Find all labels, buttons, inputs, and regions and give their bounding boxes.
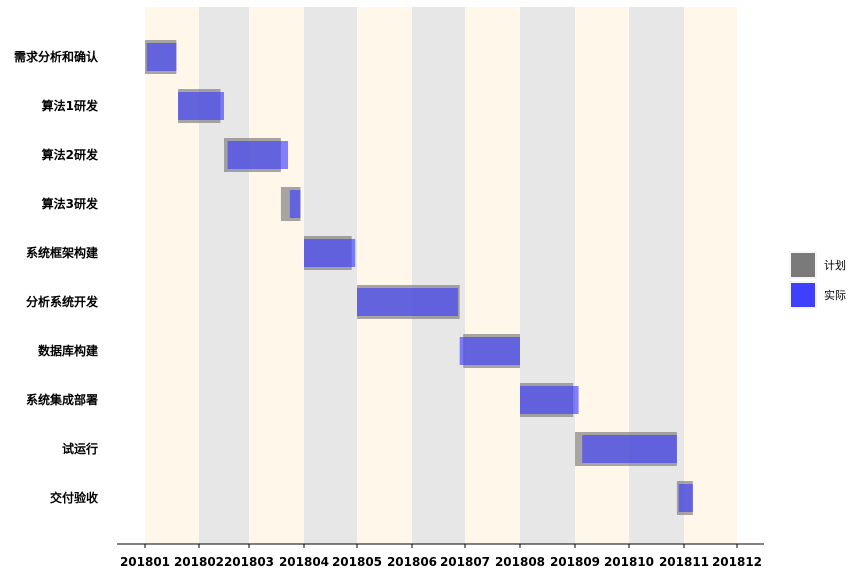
actual-bar bbox=[678, 484, 693, 512]
month-band bbox=[520, 7, 575, 544]
actual-bar bbox=[178, 92, 224, 120]
task-label: 试运行 bbox=[62, 441, 98, 456]
task-label: 数据库构建 bbox=[38, 343, 99, 358]
x-tick-label: 201812 bbox=[712, 555, 762, 569]
legend-swatch bbox=[791, 283, 815, 307]
actual-bar bbox=[146, 43, 177, 71]
task-label: 算法2研发 bbox=[42, 147, 99, 162]
x-tick-label: 201811 bbox=[659, 555, 709, 569]
task-label: 系统集成部署 bbox=[26, 392, 98, 407]
task-label: 分析系统开发 bbox=[26, 294, 99, 309]
actual-bar bbox=[520, 386, 579, 414]
task-label: 需求分析和确认 bbox=[14, 49, 99, 64]
x-tick-label: 201804 bbox=[279, 555, 329, 569]
actual-bar bbox=[289, 190, 301, 218]
actual-bar bbox=[357, 288, 458, 316]
x-tick-label: 201807 bbox=[440, 555, 490, 569]
x-tick-label: 201808 bbox=[495, 555, 545, 569]
task-labels: 需求分析和确认算法1研发算法2研发算法3研发系统框架构建分析系统开发数据库构建系… bbox=[14, 49, 99, 505]
legend-label: 计划 bbox=[824, 259, 846, 272]
actual-bar bbox=[227, 141, 289, 169]
actual-bar bbox=[459, 337, 520, 365]
x-axis-ticks: 201801 201802 201803 201804 201805 201806 2018… bbox=[120, 544, 762, 569]
x-tick-label: 201805 bbox=[332, 555, 382, 569]
actual-bar bbox=[304, 239, 356, 267]
x-tick-label: 201810 bbox=[604, 555, 654, 569]
task-label: 交付验收 bbox=[50, 490, 98, 505]
task-bars bbox=[145, 40, 693, 515]
month-band bbox=[465, 7, 520, 544]
month-band bbox=[684, 7, 737, 544]
x-tick-label: 201802 bbox=[174, 555, 224, 569]
month-band bbox=[357, 7, 412, 544]
legend-label: 实际 bbox=[824, 288, 846, 302]
legend-swatch bbox=[791, 253, 815, 277]
x-tick-label: 201801 bbox=[120, 555, 170, 569]
month-band bbox=[199, 7, 249, 544]
task-label: 算法3研发 bbox=[42, 196, 99, 211]
actual-bar bbox=[582, 435, 677, 463]
month-band bbox=[304, 7, 357, 544]
task-label: 系统框架构建 bbox=[26, 245, 99, 260]
month-band bbox=[145, 7, 199, 544]
month-band bbox=[249, 7, 304, 544]
month-band bbox=[412, 7, 465, 544]
x-tick-label: 201803 bbox=[224, 555, 274, 569]
task-label: 算法1研发 bbox=[42, 98, 99, 113]
x-tick-label: 201806 bbox=[387, 555, 437, 569]
x-tick-label: 201809 bbox=[550, 555, 600, 569]
